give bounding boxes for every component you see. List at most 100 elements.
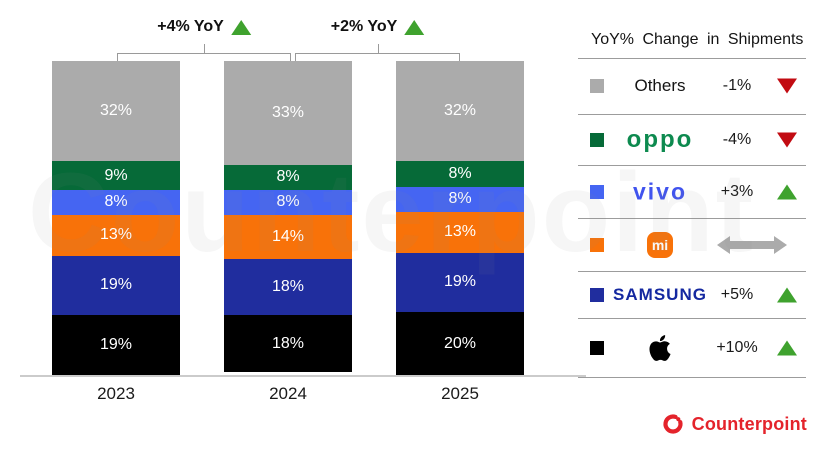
segment-value-label: 32%	[99, 102, 133, 120]
segment-value-label: 8%	[104, 193, 128, 211]
others-logo: Others	[610, 76, 710, 96]
legend-divider	[578, 165, 806, 166]
segment-value-label: 19%	[443, 273, 477, 291]
legend-row-apple: +10%	[578, 318, 806, 377]
up-triangle-icon	[230, 19, 251, 35]
brand-wordmark: Others	[634, 76, 686, 95]
segment-apple-2023: 19%	[52, 315, 180, 375]
segment-value-label: 18%	[271, 278, 305, 296]
vivo-logo: vivo	[610, 178, 710, 205]
segment-xiaomi-2023: 13%	[52, 214, 180, 256]
legend-row-oppo: oppo -4%	[578, 114, 806, 165]
legend-swatch-xiaomi	[590, 237, 604, 252]
oppo-logo: oppo	[610, 126, 710, 154]
xiaomi-logo: mi	[610, 231, 710, 258]
up-triangle-icon	[775, 184, 799, 199]
bracket-tick	[204, 44, 205, 53]
segment-samsung-2025: 19%	[396, 252, 524, 313]
segment-others-2024: 33%	[224, 61, 352, 165]
segment-others-2025: 32%	[396, 61, 524, 162]
up-triangle-icon	[775, 340, 799, 355]
segment-value-label: 14%	[271, 227, 305, 245]
yoy-bracket-1: +2% YoY	[295, 18, 460, 61]
legend-row-vivo: vivo +3%	[578, 165, 806, 218]
change-value: +5%	[720, 285, 754, 303]
counterpoint-logo: Counterpoint	[661, 412, 807, 436]
legend-divider	[578, 218, 806, 219]
segment-value-label: 8%	[448, 190, 472, 208]
counterpoint-wordmark: Counterpoint	[691, 413, 807, 434]
up-triangle-icon	[775, 287, 799, 302]
triangle-shape	[777, 184, 797, 199]
brand-wordmark: vivo	[632, 178, 688, 204]
segment-value-label: 13%	[99, 226, 133, 244]
legend-divider	[578, 114, 806, 115]
x-tick-2025: 2025	[441, 384, 479, 403]
x-tick-2024: 2024	[269, 384, 307, 403]
x-tick-2023: 2023	[97, 384, 135, 403]
segment-samsung-2023: 19%	[52, 255, 180, 316]
change-value: -4%	[722, 130, 752, 148]
change-value: -1%	[722, 77, 752, 94]
triangle-shape	[777, 132, 797, 147]
yoy-bracket-0: +4% YoY	[117, 18, 291, 61]
segment-value-label: 20%	[443, 334, 477, 352]
brand-wordmark: SAMSUNG	[613, 284, 707, 304]
legend-divider	[578, 377, 806, 378]
legend-title: YoY% Change in Shipments	[591, 31, 804, 48]
segment-value-label: 33%	[271, 103, 305, 121]
counterpoint-icon	[661, 412, 685, 436]
change-value: +3%	[720, 182, 754, 200]
yoy-label: +2% YoY	[331, 18, 425, 36]
legend-divider	[578, 318, 806, 319]
segment-vivo-2023: 8%	[52, 189, 180, 215]
legend-swatch-others	[590, 79, 604, 93]
x-axis-line	[20, 375, 586, 377]
triangle-shape	[777, 78, 797, 94]
segment-vivo-2025: 8%	[396, 186, 524, 212]
segment-oppo-2023: 9%	[52, 161, 180, 190]
down-triangle-icon	[775, 132, 799, 147]
segment-value-label: 32%	[443, 102, 477, 120]
yoy-label-text: +4% YoY	[157, 18, 224, 35]
segment-xiaomi-2025: 13%	[396, 211, 524, 253]
triangle-shape	[777, 287, 797, 302]
triangle-shape	[777, 340, 797, 355]
legend-swatch-oppo	[590, 132, 604, 147]
yoy-label: +4% YoY	[157, 18, 251, 36]
segment-value-label: 8%	[448, 165, 472, 183]
legend-panel: YoY% Change in Shipments Others -1% oppo -4…	[578, 0, 806, 390]
down-triangle-icon	[775, 78, 799, 94]
legend-swatch-apple	[590, 340, 604, 355]
segment-value-label: 18%	[271, 334, 305, 352]
yoy-label-text: +2% YoY	[330, 18, 398, 35]
segment-oppo-2024: 8%	[224, 164, 352, 190]
bar-2025: 32% 8% 8% 13% 19% 20%	[396, 61, 524, 375]
up-triangle-icon	[404, 19, 425, 35]
segment-value-label: 13%	[443, 223, 477, 241]
segment-value-label: 8%	[276, 168, 300, 186]
segment-apple-2024: 18%	[224, 315, 352, 372]
change-value: +10%	[716, 338, 758, 356]
segment-value-label: 9%	[104, 166, 128, 184]
segment-others-2023: 32%	[52, 61, 180, 162]
legend-row-others: Others -1%	[578, 58, 806, 114]
legend-divider	[578, 271, 806, 272]
segment-vivo-2024: 8%	[224, 189, 352, 215]
legend-swatch-vivo	[590, 184, 604, 199]
legend-row-samsung: SAMSUNG +5%	[578, 271, 806, 318]
segment-value-label: 19%	[99, 276, 133, 294]
segment-value-label: 8%	[276, 193, 300, 211]
bracket-tick	[377, 44, 379, 53]
segment-xiaomi-2024: 14%	[224, 214, 352, 259]
mi-badge-icon: mi	[647, 231, 673, 258]
legend-row-xiaomi: mi	[578, 218, 806, 271]
bar-2023: 32% 9% 8% 13% 19% 19%	[52, 61, 180, 375]
legend-swatch-samsung	[590, 287, 604, 302]
apple-logo	[610, 333, 710, 363]
bar-2024: 33% 8% 8% 14% 18% 18%	[224, 61, 352, 375]
segment-value-label: 19%	[99, 336, 133, 354]
segment-samsung-2024: 18%	[224, 258, 352, 316]
segment-apple-2025: 20%	[396, 312, 524, 375]
